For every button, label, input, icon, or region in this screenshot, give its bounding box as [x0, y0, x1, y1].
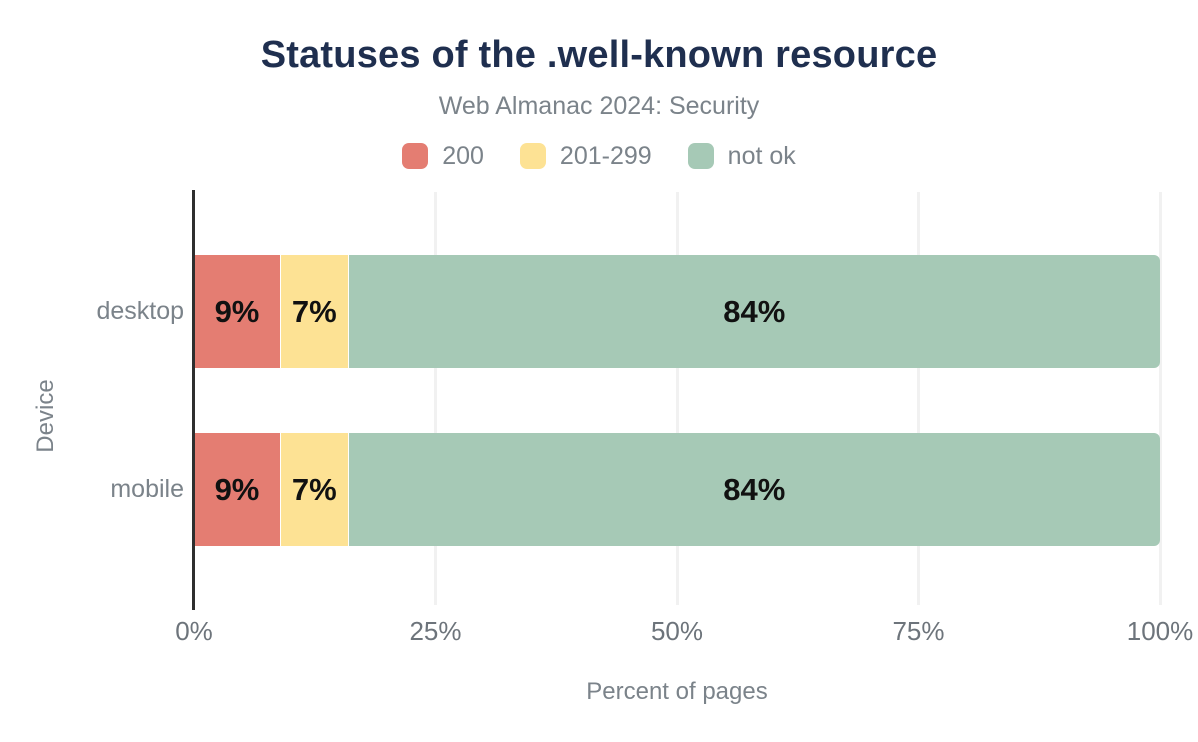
- bar-segment-desktop-201-299[interactable]: 7%: [280, 255, 349, 368]
- legend: 200 201-299 not ok: [0, 140, 1198, 172]
- category-label-desktop: desktop: [96, 296, 184, 325]
- bar-value-label: 84%: [723, 471, 786, 507]
- bar-segment-mobile-200[interactable]: 9%: [194, 433, 281, 546]
- y-axis-title: Device: [32, 379, 59, 453]
- gridline-25: [434, 192, 437, 605]
- bar-value-label: 84%: [723, 293, 786, 329]
- legend-swatch: [519, 143, 546, 169]
- chart-subtitle: Web Almanac 2024: Security: [438, 92, 760, 120]
- x-tick-50: 50%: [650, 616, 704, 646]
- bar-value-label: 7%: [291, 471, 337, 507]
- legend-label: 200: [442, 141, 484, 170]
- category-label-mobile: mobile: [110, 474, 184, 503]
- x-axis-title: Percent of pages: [586, 678, 768, 705]
- bar-value-label: 9%: [214, 471, 260, 507]
- legend-item-not-ok[interactable]: not ok: [687, 141, 796, 171]
- legend-label: 201-299: [559, 141, 652, 170]
- gridline-50: [675, 192, 679, 605]
- legend-item-200[interactable]: 200: [402, 142, 484, 171]
- x-tick-0: 0%: [175, 616, 213, 646]
- bar-segment-desktop-not-ok[interactable]: 84%: [348, 255, 1160, 368]
- gridline-100: [1158, 192, 1162, 605]
- x-tick-100: 100%: [1126, 616, 1194, 646]
- legend-swatch: [687, 143, 714, 169]
- x-tick-25: 25%: [409, 616, 462, 646]
- bar-segment-mobile-not-ok[interactable]: 84%: [348, 433, 1160, 546]
- legend-swatch: [402, 143, 429, 169]
- bar-segment-mobile-201-299[interactable]: 7%: [280, 433, 349, 546]
- y-axis-line: [192, 190, 195, 610]
- legend-item-201-299[interactable]: 201-299: [519, 141, 652, 171]
- chart-title: Statuses of the .well-known resource: [260, 34, 938, 76]
- bar-value-label: 7%: [291, 293, 337, 329]
- legend-label: not ok: [727, 141, 796, 170]
- bar-value-label: 9%: [214, 293, 260, 329]
- x-tick-75: 75%: [892, 616, 945, 646]
- plot-area: 9% 7% 84% 9% 7% 84%: [192, 190, 1162, 610]
- bar-mobile: 9% 7% 84%: [194, 433, 1160, 546]
- gridline-75: [917, 192, 920, 605]
- bar-segment-desktop-200[interactable]: 9%: [194, 255, 281, 368]
- bar-desktop: 9% 7% 84%: [194, 255, 1160, 368]
